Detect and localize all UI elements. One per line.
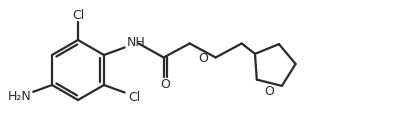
Text: NH: NH: [126, 36, 145, 49]
Text: Cl: Cl: [72, 8, 84, 22]
Text: Cl: Cl: [128, 91, 141, 104]
Text: H₂N: H₂N: [7, 90, 31, 103]
Text: O: O: [160, 78, 170, 91]
Text: O: O: [199, 52, 208, 65]
Text: O: O: [264, 85, 274, 98]
